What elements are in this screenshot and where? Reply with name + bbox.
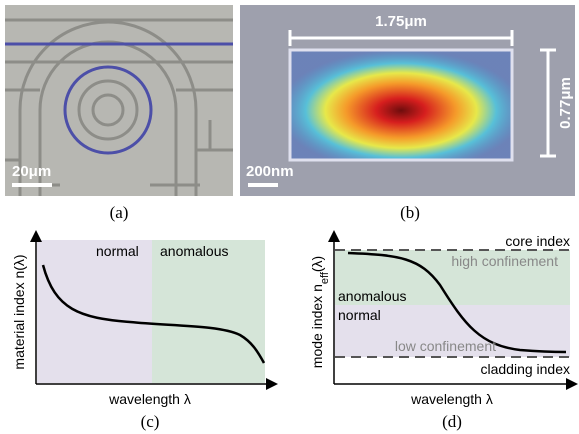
scale-bar	[12, 183, 52, 187]
line-label: cladding index	[480, 361, 570, 377]
x-label: wavelength λ	[108, 391, 191, 407]
region-label: normal	[96, 243, 139, 259]
normal-region	[37, 240, 152, 383]
line-label: core index	[505, 233, 570, 249]
panel-a: 20μm (a)	[5, 5, 233, 222]
caption: (b)	[400, 203, 420, 222]
panel-d: core index high confinement anomalous no…	[309, 233, 572, 431]
scale-bar	[248, 183, 278, 187]
x-label: wavelength λ	[410, 391, 493, 407]
caption: (a)	[110, 203, 129, 222]
panel-b: 1.75μm 0.77μm 200nm (b)	[240, 5, 575, 222]
width-label: 1.75μm	[375, 13, 427, 30]
region-label: normal	[338, 307, 381, 323]
region-label: anomalous	[338, 288, 407, 304]
panel-c: normal anomalous material index n(λ) wav…	[11, 236, 272, 431]
caption: (d)	[442, 412, 462, 431]
y-label: material index n(λ)	[11, 254, 27, 369]
figure: 20μm (a) 1.75μm 0.77μm 200nm (b) normal …	[0, 0, 579, 434]
band-label: high confinement	[451, 253, 558, 269]
region-label: anomalous	[160, 243, 229, 259]
scale-label: 200nm	[246, 163, 294, 180]
band-label: low confinement	[395, 338, 496, 354]
anomalous-region	[152, 240, 265, 383]
mode-profile	[290, 50, 512, 160]
caption: (c)	[141, 412, 160, 431]
y-label-tail: (λ)	[309, 256, 325, 272]
y-label-sub: eff	[319, 271, 331, 284]
scale-label: 20μm	[12, 163, 51, 180]
y-label-main: mode index n	[309, 284, 325, 368]
y-label: mode index neff(λ)	[309, 256, 331, 368]
height-label: 0.77μm	[557, 77, 574, 129]
